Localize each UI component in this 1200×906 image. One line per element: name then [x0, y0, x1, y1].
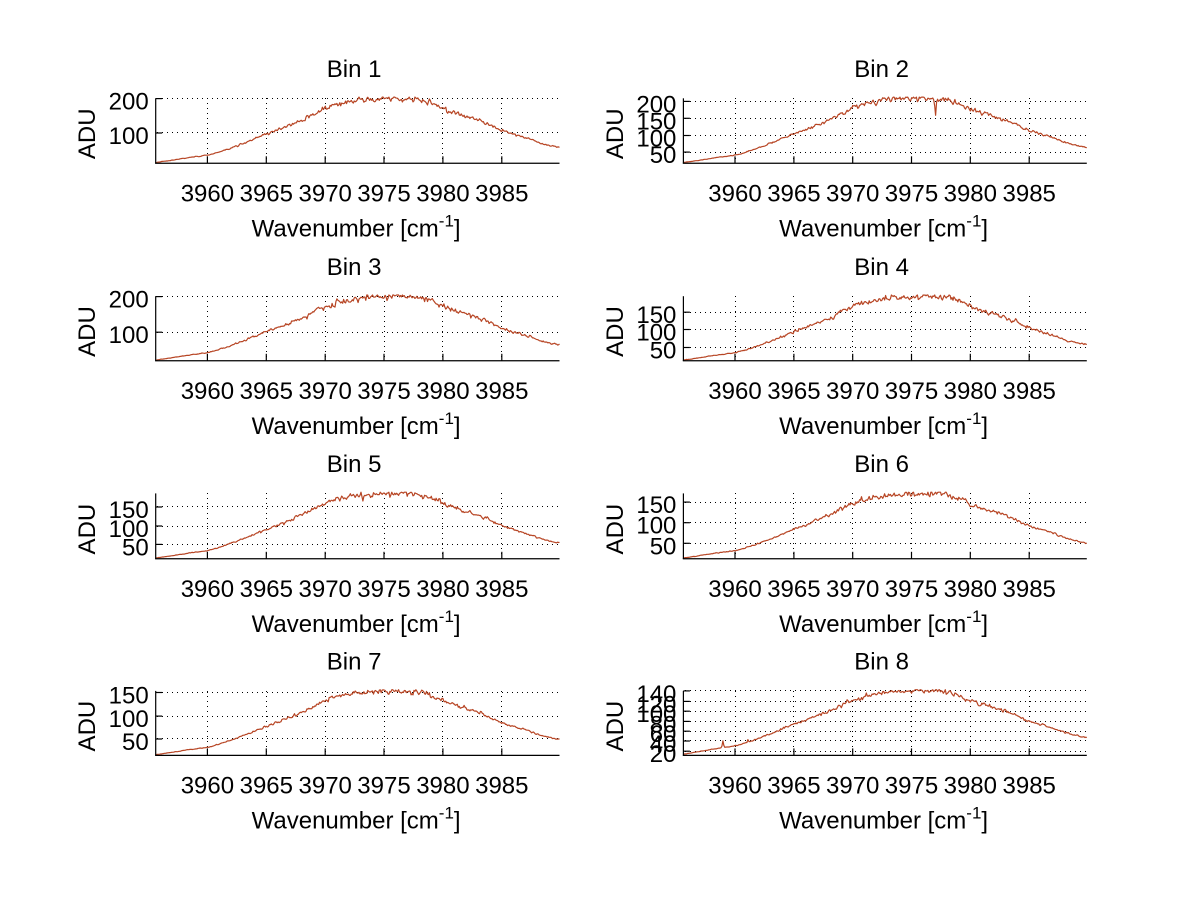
svg-text:3985: 3985: [1003, 181, 1056, 208]
svg-text:50: 50: [122, 729, 149, 756]
svg-text:3965: 3965: [767, 576, 820, 603]
svg-text:3980: 3980: [944, 576, 997, 603]
svg-text:3960: 3960: [708, 576, 761, 603]
svg-text:3985: 3985: [1003, 378, 1056, 405]
svg-text:Wavenumber [cm-1]: Wavenumber [cm-1]: [779, 607, 988, 638]
svg-text:3970: 3970: [826, 181, 879, 208]
svg-text:140: 140: [636, 681, 676, 708]
svg-text:40: 40: [650, 731, 677, 758]
svg-text:60: 60: [650, 721, 677, 748]
svg-text:Wavenumber [cm-1]: Wavenumber [cm-1]: [252, 607, 461, 638]
svg-text:3980: 3980: [416, 773, 469, 800]
svg-text:150: 150: [636, 492, 676, 519]
svg-text:100: 100: [109, 706, 149, 733]
svg-text:Bin 2: Bin 2: [854, 56, 909, 83]
svg-text:3965: 3965: [240, 576, 293, 603]
svg-text:ADU: ADU: [602, 701, 629, 752]
svg-text:ADU: ADU: [602, 108, 629, 159]
svg-text:3975: 3975: [357, 181, 410, 208]
svg-text:3975: 3975: [357, 773, 410, 800]
svg-text:3965: 3965: [767, 773, 820, 800]
svg-text:3960: 3960: [181, 181, 234, 208]
svg-text:Wavenumber [cm-1]: Wavenumber [cm-1]: [252, 409, 461, 440]
svg-text:100: 100: [636, 513, 676, 540]
svg-text:3980: 3980: [416, 181, 469, 208]
svg-text:Wavenumber [cm-1]: Wavenumber [cm-1]: [252, 804, 461, 835]
svg-text:3975: 3975: [885, 181, 938, 208]
svg-text:Wavenumber [cm-1]: Wavenumber [cm-1]: [252, 212, 461, 243]
svg-text:3975: 3975: [357, 378, 410, 405]
svg-text:3960: 3960: [181, 773, 234, 800]
svg-text:3960: 3960: [708, 773, 761, 800]
svg-text:Bin 8: Bin 8: [854, 649, 909, 676]
svg-text:Bin 5: Bin 5: [327, 451, 382, 478]
svg-text:3965: 3965: [240, 773, 293, 800]
svg-text:3980: 3980: [416, 378, 469, 405]
svg-text:3970: 3970: [826, 378, 879, 405]
svg-text:ADU: ADU: [74, 306, 101, 357]
svg-text:200: 200: [636, 91, 676, 118]
svg-text:3980: 3980: [944, 773, 997, 800]
svg-text:200: 200: [109, 287, 149, 314]
svg-text:Bin 1: Bin 1: [327, 56, 382, 83]
svg-text:3985: 3985: [475, 181, 528, 208]
svg-text:3980: 3980: [416, 576, 469, 603]
svg-text:3985: 3985: [475, 773, 528, 800]
svg-text:100: 100: [636, 320, 676, 347]
svg-text:50: 50: [122, 534, 149, 561]
svg-text:100: 100: [636, 126, 676, 153]
svg-text:3980: 3980: [944, 378, 997, 405]
svg-text:3970: 3970: [299, 378, 352, 405]
svg-text:3965: 3965: [767, 181, 820, 208]
svg-text:100: 100: [109, 322, 149, 349]
svg-text:Bin 4: Bin 4: [854, 254, 909, 281]
svg-text:3960: 3960: [708, 378, 761, 405]
svg-text:3960: 3960: [181, 378, 234, 405]
svg-text:3965: 3965: [240, 378, 293, 405]
svg-text:20: 20: [650, 741, 677, 768]
svg-text:50: 50: [650, 142, 677, 169]
svg-text:3970: 3970: [299, 181, 352, 208]
svg-text:ADU: ADU: [74, 504, 101, 555]
svg-text:3980: 3980: [944, 181, 997, 208]
svg-text:3970: 3970: [299, 773, 352, 800]
svg-text:3965: 3965: [240, 181, 293, 208]
svg-text:3985: 3985: [475, 378, 528, 405]
svg-text:150: 150: [109, 683, 149, 710]
svg-text:3985: 3985: [1003, 576, 1056, 603]
svg-text:Wavenumber [cm-1]: Wavenumber [cm-1]: [779, 804, 988, 835]
svg-text:100: 100: [109, 123, 149, 150]
svg-text:3965: 3965: [767, 378, 820, 405]
svg-text:150: 150: [636, 108, 676, 135]
svg-text:ADU: ADU: [74, 108, 101, 159]
svg-text:50: 50: [650, 533, 677, 560]
svg-text:50: 50: [650, 338, 677, 365]
svg-text:150: 150: [636, 302, 676, 329]
svg-text:ADU: ADU: [74, 701, 101, 752]
svg-text:Bin 7: Bin 7: [327, 649, 382, 676]
svg-text:3970: 3970: [826, 576, 879, 603]
svg-text:100: 100: [109, 516, 149, 543]
svg-text:120: 120: [636, 691, 676, 718]
svg-text:ADU: ADU: [602, 306, 629, 357]
svg-text:3985: 3985: [1003, 773, 1056, 800]
svg-text:3985: 3985: [475, 576, 528, 603]
svg-text:80: 80: [650, 711, 677, 738]
svg-text:3975: 3975: [885, 773, 938, 800]
svg-text:Bin 6: Bin 6: [854, 451, 909, 478]
svg-text:Wavenumber [cm-1]: Wavenumber [cm-1]: [779, 212, 988, 243]
svg-text:3960: 3960: [708, 181, 761, 208]
svg-text:3975: 3975: [885, 576, 938, 603]
svg-text:Wavenumber [cm-1]: Wavenumber [cm-1]: [779, 409, 988, 440]
svg-text:Bin 3: Bin 3: [327, 254, 382, 281]
svg-text:3975: 3975: [357, 576, 410, 603]
svg-text:100: 100: [636, 701, 676, 728]
svg-text:ADU: ADU: [602, 504, 629, 555]
svg-text:3970: 3970: [826, 773, 879, 800]
svg-text:200: 200: [109, 89, 149, 116]
svg-text:3970: 3970: [299, 576, 352, 603]
svg-text:3960: 3960: [181, 576, 234, 603]
svg-text:150: 150: [109, 497, 149, 524]
svg-text:3975: 3975: [885, 378, 938, 405]
